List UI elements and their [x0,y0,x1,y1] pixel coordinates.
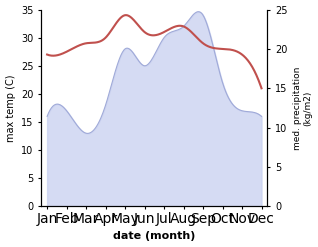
X-axis label: date (month): date (month) [113,231,196,242]
Y-axis label: med. precipitation
(kg/m2): med. precipitation (kg/m2) [293,66,313,150]
Y-axis label: max temp (C): max temp (C) [5,74,16,142]
